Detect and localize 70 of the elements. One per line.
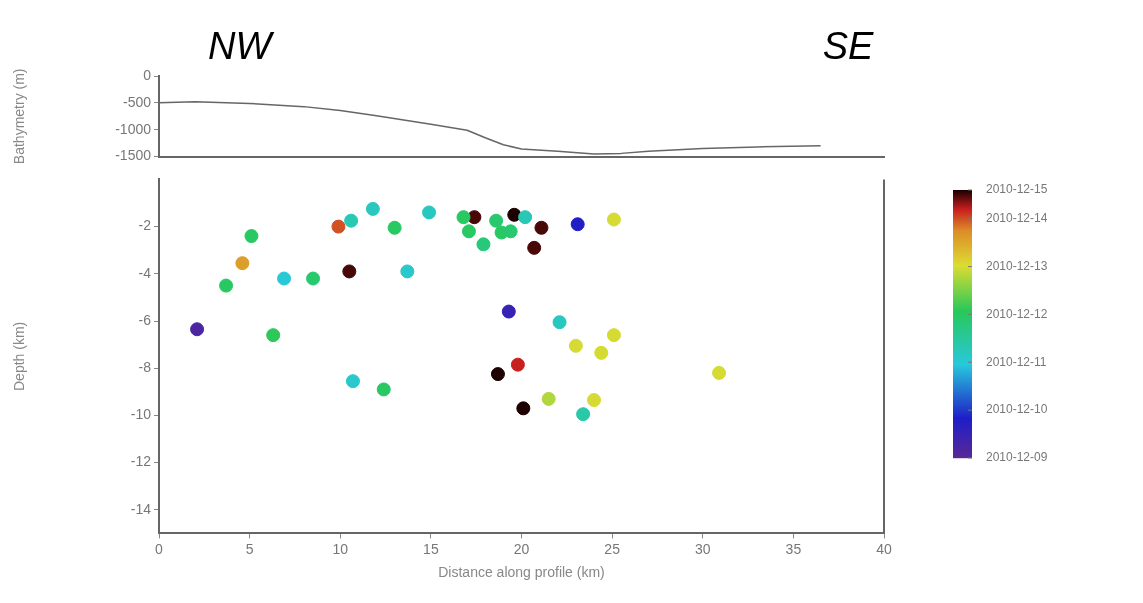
point bbox=[510, 357, 525, 372]
point bbox=[518, 210, 533, 225]
point bbox=[190, 322, 205, 337]
y-tick-label: -12 bbox=[130, 453, 152, 470]
point bbox=[461, 224, 476, 239]
point bbox=[570, 217, 585, 232]
y-tick-label: -500 bbox=[122, 93, 152, 110]
point bbox=[219, 278, 234, 293]
color-bar-label: 2010-12-13 bbox=[986, 258, 1048, 273]
x-tick-label: 5 bbox=[245, 540, 254, 557]
point bbox=[552, 315, 567, 330]
x-tick-label: 35 bbox=[785, 540, 802, 557]
point bbox=[277, 271, 292, 286]
color-bar-label: 2010-12-12 bbox=[986, 306, 1048, 321]
point bbox=[422, 205, 437, 220]
color-bar-label: 2010-12-15 bbox=[986, 182, 1048, 197]
point bbox=[606, 328, 621, 343]
y-tick-label: -14 bbox=[130, 500, 152, 517]
color-bar-label: 2010-12-11 bbox=[986, 354, 1047, 369]
point bbox=[576, 407, 591, 422]
point bbox=[244, 229, 259, 244]
y-tick-label: -1500 bbox=[115, 147, 152, 164]
x-tick-label: 30 bbox=[694, 540, 711, 557]
color-bar-label: 2010-12-10 bbox=[986, 402, 1048, 417]
point bbox=[503, 224, 518, 239]
y-tick-label: -1000 bbox=[115, 120, 152, 137]
y-tick-label: -8 bbox=[138, 359, 152, 376]
point bbox=[235, 256, 250, 271]
point bbox=[534, 220, 549, 235]
point bbox=[344, 213, 359, 228]
x-tick-label: 25 bbox=[604, 540, 621, 557]
y-tick-label: -10 bbox=[130, 406, 152, 423]
point bbox=[606, 212, 621, 227]
point bbox=[489, 213, 504, 228]
y-tick-label: -4 bbox=[138, 264, 152, 281]
point bbox=[476, 237, 491, 252]
x-tick-label: 40 bbox=[876, 540, 892, 557]
y-axis-title: Bathymetry (m) bbox=[11, 68, 28, 165]
text: SE bbox=[822, 24, 874, 67]
point bbox=[712, 365, 727, 380]
point bbox=[501, 304, 516, 319]
point bbox=[345, 374, 360, 389]
point bbox=[516, 401, 531, 416]
point bbox=[456, 210, 471, 225]
x-axis-title: Distance along profile (km) bbox=[438, 564, 605, 581]
point bbox=[594, 345, 609, 360]
x-tick-label: 10 bbox=[332, 540, 349, 557]
point bbox=[587, 393, 601, 408]
point bbox=[400, 264, 415, 279]
point bbox=[306, 271, 321, 286]
color-bar-label: 2010-12-09 bbox=[986, 450, 1048, 465]
point bbox=[376, 382, 391, 397]
point bbox=[342, 264, 357, 279]
text: NW bbox=[208, 24, 275, 67]
y-tick-label: 0 bbox=[143, 66, 152, 83]
point bbox=[387, 220, 402, 235]
x-tick-label: 15 bbox=[423, 540, 439, 557]
point bbox=[266, 328, 281, 343]
point bbox=[490, 367, 505, 382]
y-axis-title: Depth (km) bbox=[11, 321, 28, 392]
point bbox=[527, 240, 542, 255]
point bbox=[541, 391, 556, 406]
point bbox=[365, 201, 380, 216]
color-bar-label: 2010-12-14 bbox=[986, 211, 1048, 226]
point bbox=[331, 219, 346, 234]
x-tick-label: 0 bbox=[155, 540, 164, 557]
point bbox=[568, 338, 583, 353]
y-tick-label: -2 bbox=[138, 217, 152, 234]
x-tick-label: 20 bbox=[513, 540, 530, 557]
y-tick-label: -6 bbox=[138, 311, 152, 328]
